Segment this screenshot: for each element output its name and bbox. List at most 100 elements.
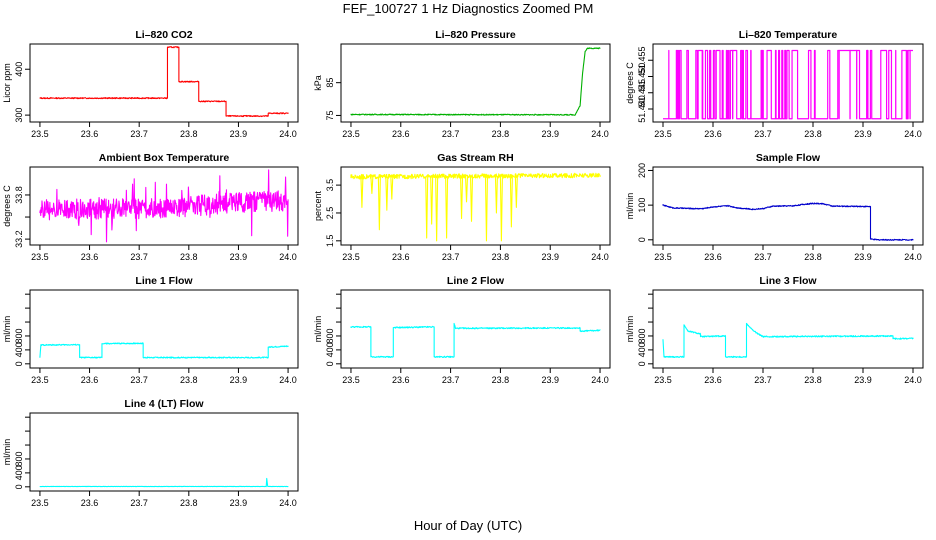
panel-title: Li–820 Pressure (435, 29, 516, 41)
x-tick-label: 23.6 (392, 252, 410, 262)
x-tick-label: 23.7 (442, 375, 460, 385)
series-line (39, 342, 289, 359)
panel-title: Li–820 Temperature (739, 29, 838, 41)
y-tick-label: 75 (325, 110, 335, 120)
x-tick-label: 23.7 (442, 129, 460, 139)
series-line (662, 322, 914, 358)
x-tick-label: 23.8 (180, 375, 198, 385)
panel-4: Ambient Box Temperature degrees C 23.5 23.6… (2, 152, 299, 262)
y-axis-label: Licor ppm (2, 63, 12, 103)
plot-frame (340, 289, 611, 369)
x-tick-label: 24.0 (904, 129, 922, 139)
panel-title: Ambient Box Temperature (99, 152, 230, 164)
x-tick-label: 24.0 (279, 129, 297, 139)
panel-8: Line 2 Flow ml/min 23.5 23.6 23.7 23.8 23.9 24.… (313, 275, 611, 385)
panel-title: Line 3 Flow (759, 275, 817, 287)
x-tick-label: 24.0 (591, 129, 609, 139)
x-tick-label: 23.5 (31, 375, 49, 385)
y-tick-label: 400 (637, 342, 647, 357)
y-axis-label: ml/min (625, 316, 635, 343)
x-tick-label: 23.9 (230, 375, 248, 385)
panel-5: Gas Stream RH percent 23.5 23.6 23.7 23.8 23.9… (313, 152, 611, 262)
panel-7: Line 1 Flow ml/min 23.5 23.6 23.7 23.8 23.9 24.… (2, 275, 299, 385)
y-tick-label: 300 (14, 108, 24, 123)
figure-title: FEF_100727 1 Hz Diagnostics Zoomed PM (342, 1, 594, 16)
x-tick-label: 23.5 (31, 252, 49, 262)
y-tick-label: 51.455 (637, 46, 647, 74)
y-axis-label: ml/min (2, 439, 12, 466)
x-tick-label: 23.7 (754, 375, 772, 385)
x-tick-label: 23.7 (754, 252, 772, 262)
x-tick-label: 23.9 (854, 375, 872, 385)
x-tick-label: 24.0 (279, 498, 297, 508)
plot-frame (340, 43, 611, 123)
series-line (39, 46, 289, 118)
x-tick-label: 23.8 (180, 252, 198, 262)
panel-1: Li–820 CO2 Licor ppm 23.5 23.6 23.7 23.8 23.9 2… (2, 29, 299, 139)
x-tick-label: 23.5 (342, 375, 360, 385)
x-tick-label: 23.7 (130, 498, 148, 508)
panel-title: Li–820 CO2 (135, 29, 192, 41)
x-tick-label: 23.5 (342, 129, 360, 139)
panel-title: Line 4 (LT) Flow (124, 398, 204, 410)
x-tick-label: 23.7 (130, 129, 148, 139)
y-tick-label: 0 (14, 484, 24, 489)
x-tick-label: 23.6 (81, 498, 99, 508)
x-tick-label: 23.9 (854, 129, 872, 139)
series-line (39, 477, 289, 488)
series-line (350, 322, 601, 359)
x-tick-label: 23.6 (392, 129, 410, 139)
plot-frame (29, 43, 299, 123)
plot-frame (652, 43, 924, 123)
x-tick-label: 23.9 (541, 375, 559, 385)
x-tick-label: 24.0 (279, 252, 297, 262)
plot-frame (340, 166, 611, 246)
y-tick-label: 0 (325, 361, 335, 366)
series-line (663, 49, 913, 120)
y-tick-label: 400 (325, 342, 335, 357)
x-tick-label: 23.8 (804, 252, 822, 262)
x-tick-label: 23.9 (541, 129, 559, 139)
y-tick-label: 33.8 (14, 186, 24, 204)
y-tick-label: 3.5 (325, 179, 335, 192)
x-tick-label: 23.9 (230, 498, 248, 508)
x-tick-label: 23.8 (804, 129, 822, 139)
y-tick-label: 400 (14, 62, 24, 77)
panel-title: Gas Stream RH (437, 152, 513, 164)
y-tick-label: 0 (637, 237, 647, 242)
y-axis-label: ml/min (2, 316, 12, 343)
series-line (39, 169, 289, 243)
x-tick-label: 23.7 (130, 375, 148, 385)
y-tick-label: 0 (637, 361, 647, 366)
x-tick-label: 23.6 (392, 375, 410, 385)
plot-frame (29, 289, 299, 369)
x-tick-label: 23.5 (342, 252, 360, 262)
y-tick-label: 2.5 (325, 207, 335, 220)
y-tick-label: 51.440 (637, 95, 647, 123)
y-tick-label: 800 (14, 451, 24, 466)
y-axis-label: degrees C (2, 185, 12, 227)
x-tick-label: 24.0 (591, 375, 609, 385)
x-tick-label: 23.9 (230, 252, 248, 262)
plot-frame (652, 289, 924, 369)
x-tick-label: 23.6 (704, 129, 722, 139)
panel-title: Sample Flow (756, 152, 821, 164)
series-line (350, 47, 601, 116)
x-tick-label: 23.5 (31, 498, 49, 508)
y-tick-label: 100 (637, 198, 647, 213)
panel-title: Line 2 Flow (447, 275, 505, 287)
y-tick-label: 51.450 (637, 63, 647, 91)
x-tick-label: 23.6 (704, 375, 722, 385)
y-axis-label: percent (313, 190, 323, 221)
y-tick-label: 400 (14, 342, 24, 357)
panel-3: Li–820 Temperature degrees C 23.5 23.6 23.7 2… (625, 29, 924, 139)
x-tick-label: 23.9 (541, 252, 559, 262)
panel-title: Line 1 Flow (135, 275, 193, 287)
series-line (350, 172, 601, 242)
x-axis-caption: Hour of Day (UTC) (413, 518, 523, 533)
y-axis-label: kPa (313, 75, 323, 91)
plot-frame (29, 166, 299, 246)
x-tick-label: 23.5 (31, 129, 49, 139)
x-tick-label: 23.5 (654, 129, 672, 139)
